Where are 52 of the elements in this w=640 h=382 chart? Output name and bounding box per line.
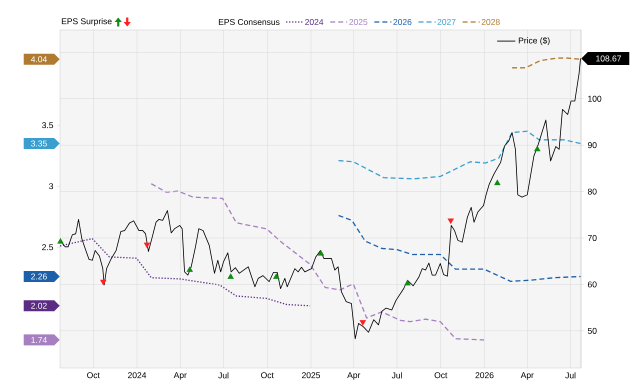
line-series (60, 238, 311, 306)
x-tick-label: 2026 (476, 372, 494, 378)
line-series (511, 57, 581, 68)
point (100, 280, 106, 286)
text: EPS Surprise (62, 18, 112, 26)
y-tick-label: 2.5 (42, 244, 54, 250)
y2-tick-label: 60 (588, 281, 597, 288)
point (534, 146, 540, 152)
line-series (338, 214, 581, 282)
y2-tick-label: 100 (588, 96, 602, 102)
line-series (150, 183, 485, 341)
text: Price ($) (518, 37, 550, 46)
x-tick-label: Jul (392, 372, 402, 378)
line-series (338, 130, 581, 180)
y2-tick-label: 70 (588, 235, 597, 241)
point (273, 274, 280, 279)
point (144, 242, 150, 248)
y2-tick-label: 90 (588, 142, 597, 148)
x-tick-label: Jul (565, 372, 576, 378)
point (448, 218, 454, 224)
y-tick-label: 3 (49, 183, 54, 190)
x-tick-label: Apr (174, 372, 187, 380)
text: 1.74 (31, 337, 47, 343)
legend-label: 2024 (305, 19, 324, 25)
legend-title: EPS Consensus (218, 19, 280, 25)
point (494, 180, 500, 186)
x-tick-label: Oct (434, 372, 448, 378)
x-tick-label: Apr (347, 372, 360, 380)
point (360, 320, 366, 326)
legend-label: 2026 (393, 19, 412, 25)
x-tick-label: Oct (87, 372, 100, 378)
text: 2.26 (31, 273, 47, 280)
legend-label: 2027 (438, 19, 456, 25)
legend-label: 2028 (482, 19, 500, 25)
text: 4.04 (30, 56, 47, 62)
text: 3.35 (31, 140, 47, 146)
point (186, 266, 193, 272)
data-label: 108.67 (596, 55, 622, 62)
x-tick-label: 2024 (128, 372, 146, 378)
point (404, 280, 410, 286)
point (318, 250, 324, 256)
x-tick-label: Apr (520, 372, 534, 380)
x-tick-label: Jul (218, 372, 228, 378)
y2-tick-label: 50 (588, 328, 597, 334)
x-tick-label: 2025 (302, 372, 320, 378)
y-tick-label: 3.5 (42, 122, 54, 128)
text: 2.02 (31, 302, 47, 309)
x-tick-label: Oct (261, 372, 274, 378)
point (57, 238, 64, 244)
y2-tick-label: 80 (588, 188, 597, 195)
point (228, 274, 234, 279)
legend-label: 2025 (349, 19, 368, 25)
